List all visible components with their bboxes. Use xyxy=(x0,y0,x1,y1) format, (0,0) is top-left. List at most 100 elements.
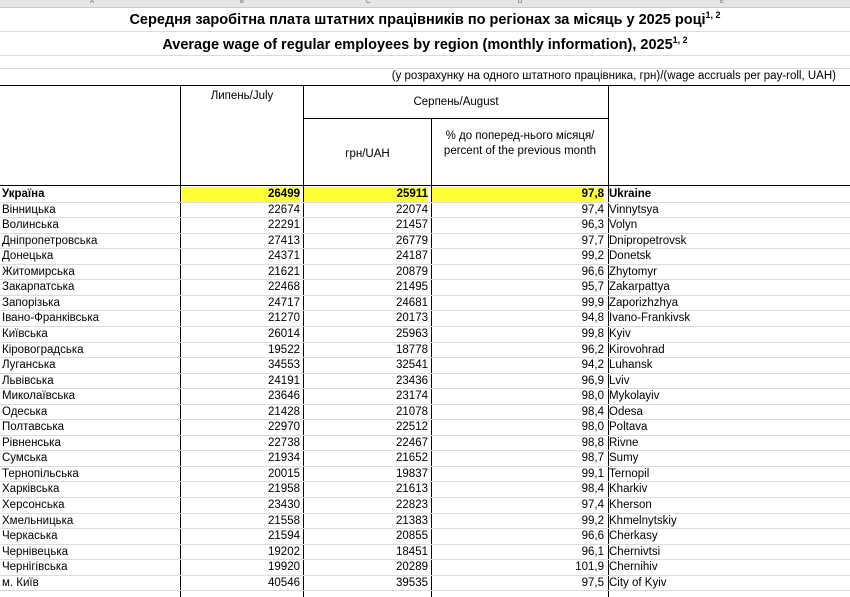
col-letter-d[interactable]: D xyxy=(518,0,523,5)
july-cell[interactable]: 23430 xyxy=(268,499,300,511)
region-en-cell[interactable]: Poltava xyxy=(609,421,648,434)
region-ua-cell[interactable]: Вінницька xyxy=(2,203,56,216)
july-cell[interactable]: 26014 xyxy=(268,327,300,340)
july-cell[interactable]: 21934 xyxy=(268,452,300,465)
july-cell[interactable]: 22674 xyxy=(268,203,300,216)
percent-cell[interactable]: 98,7 xyxy=(581,452,604,465)
august-cell[interactable]: 25911 xyxy=(304,187,428,202)
percent-cell[interactable]: 101,9 xyxy=(575,561,604,574)
region-en-cell[interactable]: Cherkasy xyxy=(609,530,658,543)
august-cell[interactable]: 39535 xyxy=(396,576,428,589)
july-cell[interactable]: 19202 xyxy=(268,545,300,558)
region-ua-cell[interactable]: Тернопільська xyxy=(2,467,79,480)
august-cell[interactable]: 18778 xyxy=(396,343,428,356)
august-cell[interactable]: 23174 xyxy=(396,390,428,403)
col-letter-e[interactable]: E xyxy=(720,0,725,5)
july-cell[interactable]: 21558 xyxy=(268,514,300,527)
august-cell[interactable]: 32541 xyxy=(396,359,428,372)
region-ua-cell[interactable]: Луганська xyxy=(2,359,56,372)
july-cell[interactable]: 22738 xyxy=(268,436,300,449)
col-letter-b[interactable]: B xyxy=(240,0,245,5)
region-en-cell[interactable]: Ivano-Frankivsk xyxy=(609,312,691,325)
july-cell[interactable]: 21428 xyxy=(268,405,300,418)
percent-cell[interactable]: 96,2 xyxy=(581,343,604,356)
region-en-cell[interactable]: Kharkiv xyxy=(609,483,648,496)
july-cell[interactable]: 21594 xyxy=(268,530,300,543)
july-cell[interactable]: 24191 xyxy=(268,374,300,387)
august-cell[interactable]: 21078 xyxy=(396,405,428,418)
august-cell[interactable]: 20855 xyxy=(396,530,428,543)
region-en-cell[interactable]: Zakarpattya xyxy=(609,281,670,294)
header-uah[interactable]: грн/UAH xyxy=(345,148,390,160)
percent-cell[interactable]: 98,4 xyxy=(581,405,604,418)
percent-cell[interactable]: 95,7 xyxy=(581,281,604,294)
region-en-cell[interactable]: Zhytomyr xyxy=(609,265,657,278)
percent-cell[interactable]: 96,1 xyxy=(581,545,604,558)
region-ua-cell[interactable]: Україна xyxy=(2,188,45,200)
region-en-cell[interactable]: Ternopil xyxy=(609,467,650,480)
percent-cell[interactable]: 98,4 xyxy=(581,483,604,496)
percent-cell[interactable]: 97,5 xyxy=(581,576,604,589)
percent-cell[interactable]: 97,4 xyxy=(581,499,604,511)
august-cell[interactable]: 21613 xyxy=(396,483,428,496)
region-en-cell[interactable]: Donetsk xyxy=(609,250,652,263)
august-cell[interactable]: 19837 xyxy=(396,467,428,480)
region-ua-cell[interactable]: Донецька xyxy=(2,250,54,263)
region-ua-cell[interactable]: Чернівецька xyxy=(2,545,68,558)
region-en-cell[interactable]: Khmelnytskiy xyxy=(609,514,677,527)
region-ua-cell[interactable]: Херсонська xyxy=(2,499,65,511)
region-ua-cell[interactable]: Черкаська xyxy=(2,530,58,543)
region-en-cell[interactable]: Chernivtsi xyxy=(609,545,661,558)
august-cell[interactable]: 22467 xyxy=(396,436,428,449)
percent-cell[interactable]: 94,8 xyxy=(581,312,604,325)
percent-cell[interactable]: 96,6 xyxy=(581,265,604,278)
region-ua-cell[interactable]: Львівська xyxy=(2,374,54,387)
region-en-cell[interactable]: Vinnytsya xyxy=(609,203,659,216)
region-ua-cell[interactable]: Волинська xyxy=(2,219,59,232)
col-letter-a[interactable]: A xyxy=(90,0,95,5)
header-percent[interactable]: % до поперед-нього місяця/ percent of th… xyxy=(443,130,597,157)
percent-cell[interactable]: 99,1 xyxy=(581,467,604,480)
region-en-cell[interactable]: Kherson xyxy=(609,499,652,511)
august-cell[interactable]: 21383 xyxy=(396,514,428,527)
august-cell[interactable]: 22512 xyxy=(396,421,428,434)
percent-cell[interactable]: 94,2 xyxy=(581,359,604,372)
region-en-cell[interactable]: Mykolayiv xyxy=(609,390,660,403)
region-en-cell[interactable]: Zaporizhzhya xyxy=(609,296,679,309)
percent-cell[interactable]: 99,8 xyxy=(581,327,604,340)
region-en-cell[interactable]: Sumy xyxy=(609,452,639,465)
july-cell[interactable]: 19920 xyxy=(268,561,300,574)
region-en-cell[interactable]: Rivne xyxy=(609,436,639,449)
region-ua-cell[interactable]: Полтавська xyxy=(2,421,65,434)
region-ua-cell[interactable]: Сумська xyxy=(2,452,48,465)
region-en-cell[interactable]: Luhansk xyxy=(609,359,653,372)
july-cell[interactable]: 34553 xyxy=(268,359,300,372)
july-cell[interactable]: 21621 xyxy=(268,265,300,278)
july-cell[interactable]: 26499 xyxy=(182,187,300,202)
percent-cell[interactable]: 98,0 xyxy=(581,390,604,403)
percent-cell[interactable]: 96,9 xyxy=(581,374,604,387)
region-en-cell[interactable]: City of Kyiv xyxy=(609,576,667,589)
region-en-cell[interactable]: Kirovohrad xyxy=(609,343,665,356)
region-en-cell[interactable]: Lviv xyxy=(609,374,630,387)
july-cell[interactable]: 22970 xyxy=(268,421,300,434)
august-cell[interactable]: 21495 xyxy=(396,281,428,294)
region-ua-cell[interactable]: Хмельницька xyxy=(2,514,74,527)
july-cell[interactable]: 24371 xyxy=(268,250,300,263)
region-en-cell[interactable]: Odesa xyxy=(609,405,643,418)
region-en-cell[interactable]: Dnipropetrovsk xyxy=(609,234,687,247)
july-cell[interactable]: 40546 xyxy=(268,576,300,589)
region-ua-cell[interactable]: Чернігівська xyxy=(2,561,68,574)
percent-cell[interactable]: 96,3 xyxy=(581,219,604,232)
percent-cell[interactable]: 97,8 xyxy=(432,187,604,202)
july-cell[interactable]: 24717 xyxy=(268,296,300,309)
july-cell[interactable]: 19522 xyxy=(268,343,300,356)
percent-cell[interactable]: 99,9 xyxy=(581,296,604,309)
percent-cell[interactable]: 99,2 xyxy=(581,250,604,263)
percent-cell[interactable]: 98,0 xyxy=(581,421,604,434)
region-ua-cell[interactable]: м. Київ xyxy=(2,576,39,589)
region-en-cell[interactable]: Ukraine xyxy=(609,188,652,200)
region-en-cell[interactable]: Volyn xyxy=(609,219,638,232)
july-cell[interactable]: 22468 xyxy=(268,281,300,294)
region-ua-cell[interactable]: Кіровоградська xyxy=(2,343,84,356)
